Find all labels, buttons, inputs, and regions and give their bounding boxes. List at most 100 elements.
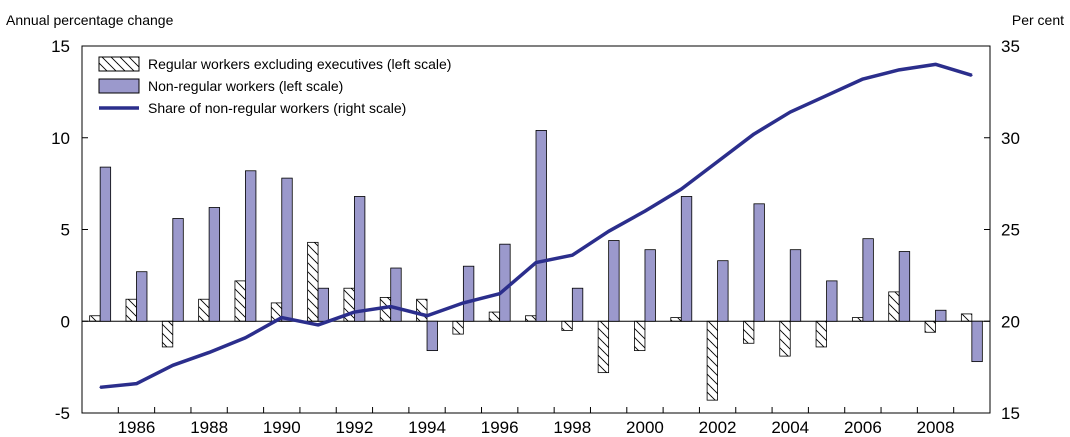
share-point (753, 133, 755, 135)
share-point (789, 111, 792, 113)
x-tick-label: 1994 (408, 418, 446, 437)
bar-regular (307, 241, 319, 322)
x-tick-label: 2008 (917, 418, 955, 437)
bar-regular (670, 317, 682, 322)
share-point (244, 336, 247, 339)
share-point (135, 382, 138, 385)
legend-label-nonregular: Non-regular workers (left scale) (148, 78, 343, 94)
share-point (280, 316, 283, 319)
bar-nonregular (99, 166, 112, 322)
share-point (317, 324, 319, 326)
left-tick-label: 5 (61, 221, 70, 240)
legend-label-share: Share of non-regular workers (right scal… (148, 100, 406, 116)
bar-nonregular (535, 130, 547, 322)
bar-nonregular (971, 320, 983, 363)
bar-nonregular (317, 287, 329, 322)
bar-nonregular (353, 196, 366, 322)
bar-regular (561, 320, 573, 331)
ticks-layer: 15 10 5 0 -5 35 30 25 20 15 1986 1988 1990 1992 1994 19… (51, 37, 1020, 437)
bar-regular (815, 320, 827, 348)
x-tick-label: 1988 (190, 418, 228, 437)
left-tick-label: 0 (61, 312, 70, 331)
share-point (172, 364, 174, 367)
bar-regular (779, 320, 791, 357)
bar-regular (706, 320, 718, 401)
bar-regular (851, 317, 864, 322)
bar-regular (198, 298, 210, 322)
x-tick-label: 1992 (335, 418, 373, 437)
right-tick-label: 20 (1001, 312, 1020, 331)
bar-regular (89, 315, 101, 322)
bar-nonregular (898, 251, 911, 322)
bar-regular (416, 298, 428, 322)
share-point (971, 74, 973, 77)
share-point (934, 63, 937, 66)
right-tick-label: 15 (1001, 404, 1020, 423)
legend-swatch-nonregular (98, 78, 140, 94)
bar-nonregular (717, 260, 729, 322)
right-axis-label: Per cent (1012, 12, 1064, 28)
bar-regular (125, 298, 137, 322)
x-tick-label: 2002 (699, 418, 737, 437)
legend: Regular workers excluding executives (le… (98, 56, 451, 116)
x-tick-label: 2004 (771, 418, 809, 437)
share-point (680, 188, 683, 190)
bar-regular (597, 320, 610, 374)
x-tick-label: 2006 (844, 418, 882, 437)
x-tick-label: 2000 (626, 418, 664, 437)
share-point (99, 386, 101, 389)
share-point (462, 302, 465, 304)
share-point (716, 160, 719, 163)
share-point (571, 254, 574, 256)
bar-regular (161, 320, 174, 348)
left-tick-label: 10 (51, 129, 70, 148)
bar-nonregular (281, 177, 293, 322)
bar-nonregular (826, 280, 838, 322)
bar-regular (452, 320, 464, 335)
left-tick-label: -5 (55, 404, 70, 423)
share-point (862, 78, 864, 80)
bar-regular (525, 315, 537, 322)
bar-nonregular (680, 196, 693, 322)
bar-nonregular (608, 240, 620, 322)
legend-label-regular: Regular workers excluding executives (le… (148, 56, 451, 72)
right-tick-label: 35 (1001, 37, 1020, 56)
bar-nonregular (426, 320, 438, 352)
right-tick-label: 30 (1001, 129, 1020, 148)
bar-nonregular (390, 267, 402, 322)
left-tick-label: 15 (51, 37, 70, 56)
bar-nonregular (789, 249, 802, 322)
bar-regular (488, 311, 501, 322)
x-tick-label: 1990 (263, 418, 301, 437)
share-point (208, 351, 210, 354)
line-layer (99, 62, 973, 390)
right-tick-label: 25 (1001, 221, 1020, 240)
x-tick-label: 1996 (481, 418, 519, 437)
bar-nonregular (462, 265, 475, 322)
x-tick-label: 1998 (553, 418, 591, 437)
share-point (498, 292, 501, 295)
bar-regular (234, 280, 246, 322)
share-point (426, 314, 428, 317)
bars-layer (89, 130, 983, 401)
share-point (644, 210, 646, 212)
bar-regular (924, 320, 936, 333)
left-axis-label: Annual percentage change (6, 12, 174, 28)
share-point (898, 69, 900, 71)
bar-nonregular (862, 238, 874, 322)
bar-nonregular (136, 271, 148, 322)
bar-regular (960, 313, 973, 322)
bar-regular (634, 320, 646, 352)
share-point (353, 311, 356, 313)
share-point (535, 261, 537, 264)
bar-regular (743, 320, 755, 344)
legend-swatch-regular (98, 56, 140, 72)
x-tick-label: 1986 (118, 418, 156, 437)
bar-nonregular (172, 218, 184, 322)
bar-regular (888, 291, 900, 322)
bar-nonregular (208, 207, 221, 322)
share-point (607, 230, 610, 233)
bar-nonregular (644, 249, 656, 322)
bar-nonregular (245, 170, 257, 322)
